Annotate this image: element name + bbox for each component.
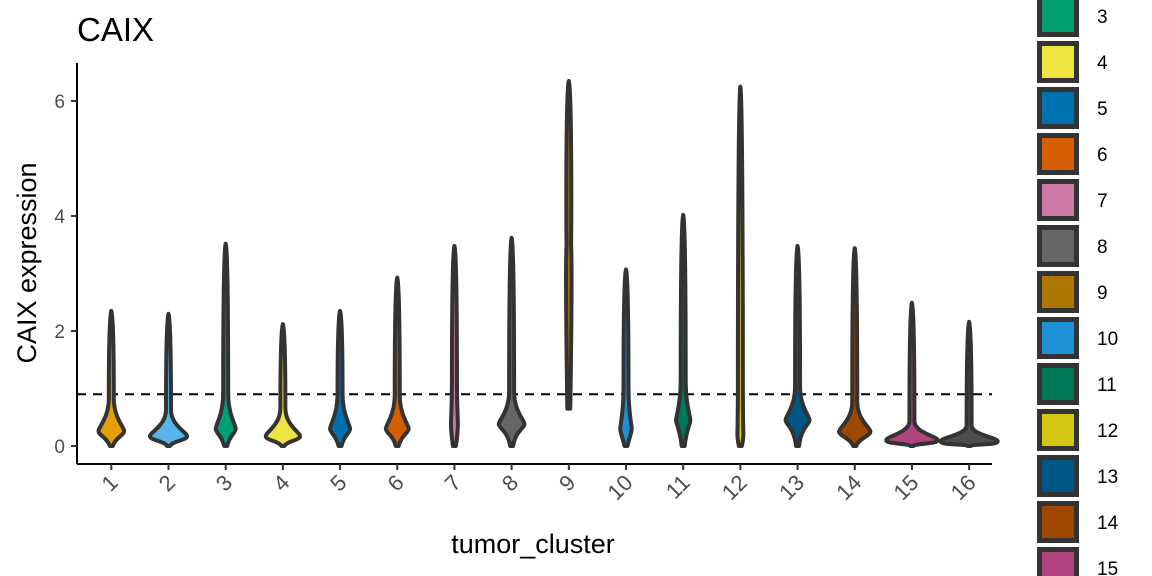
legend-label: 13 <box>1097 467 1118 488</box>
legend-label: 8 <box>1097 237 1108 258</box>
x-tick-label: 14 <box>831 470 866 505</box>
legend-key-14 <box>1042 506 1074 538</box>
legend-label: 10 <box>1097 329 1118 350</box>
x-tick-label: 3 <box>211 470 237 496</box>
x-tick-label: 4 <box>268 470 294 496</box>
legend-key-5 <box>1042 92 1074 124</box>
violin-cluster-9 <box>564 78 574 411</box>
violin-cluster-2 <box>147 311 190 448</box>
legend-key-11 <box>1042 368 1074 400</box>
legend-key-9 <box>1042 276 1074 308</box>
violin-layer <box>96 78 1000 448</box>
violin-cluster-10 <box>618 267 634 448</box>
violin-cluster-1 <box>96 308 127 448</box>
y-tick-label: 6 <box>54 92 65 113</box>
legend-key-7 <box>1042 184 1074 216</box>
violin-cluster-8 <box>496 235 527 448</box>
x-tick-label: 15 <box>888 470 923 505</box>
y-tick-label: 4 <box>54 207 65 228</box>
legend-key-4 <box>1042 46 1074 78</box>
violin-cluster-5 <box>328 308 353 448</box>
legend-label: 4 <box>1097 53 1108 74</box>
legend-key-3 <box>1042 0 1074 32</box>
legend-label: 12 <box>1097 421 1118 442</box>
violin-cluster-7 <box>448 243 460 448</box>
legend: 3 4 5 6 7 8 9 10 11 12 13 14 15 <box>1037 0 1119 576</box>
x-tick-label: 6 <box>382 470 408 496</box>
legend-label: 3 <box>1097 7 1108 28</box>
violin-cluster-15 <box>884 300 940 448</box>
legend-key-10 <box>1042 322 1074 354</box>
x-tick-label: 7 <box>440 470 466 496</box>
violin-cluster-12 <box>735 84 746 448</box>
y-tick-label: 2 <box>54 322 65 343</box>
violin-cluster-14 <box>837 246 873 448</box>
violin-cluster-13 <box>783 243 812 448</box>
x-axis-title: tumor_cluster <box>451 529 615 559</box>
y-tick-label: 0 <box>54 437 65 458</box>
legend-label: 14 <box>1097 513 1119 534</box>
legend-key-15 <box>1042 552 1074 576</box>
legend-key-8 <box>1042 230 1074 262</box>
legend-key-6 <box>1042 138 1074 170</box>
x-tick-label: 8 <box>497 470 523 496</box>
x-tick-label: 12 <box>717 470 752 505</box>
violin-cluster-3 <box>213 241 238 448</box>
x-tick-label: 9 <box>554 470 580 496</box>
legend-key-13 <box>1042 460 1074 492</box>
x-tick-label: 13 <box>774 470 809 505</box>
legend-label: 11 <box>1097 375 1117 396</box>
x-tick-label: 10 <box>603 470 638 505</box>
y-axis-title: CAIX expression <box>12 162 42 363</box>
legend-label: 7 <box>1097 191 1108 212</box>
legend-key-12 <box>1042 414 1074 446</box>
legend-label: 9 <box>1097 283 1108 304</box>
legend-label: 15 <box>1097 559 1118 576</box>
x-tick-label: 2 <box>154 470 180 496</box>
violin-cluster-4 <box>263 322 303 448</box>
violin-cluster-6 <box>383 275 411 448</box>
x-tick-label: 1 <box>97 470 123 496</box>
legend-label: 5 <box>1097 99 1108 120</box>
x-tick-label: 11 <box>661 470 695 504</box>
x-tick-label: 5 <box>325 470 351 496</box>
chart-title: CAIX <box>77 11 154 48</box>
violin-cluster-16 <box>938 319 1000 448</box>
legend-label: 6 <box>1097 145 1108 166</box>
violin-cluster-11 <box>674 212 693 448</box>
x-tick-label: 16 <box>946 470 981 505</box>
